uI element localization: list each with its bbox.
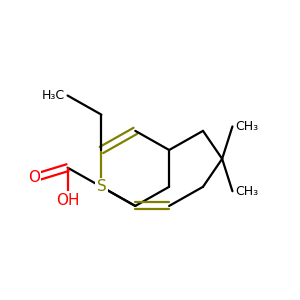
Text: CH₃: CH₃	[236, 120, 259, 133]
Text: H₃C: H₃C	[41, 89, 64, 102]
Text: OH: OH	[56, 193, 79, 208]
Text: S: S	[97, 179, 106, 194]
Text: O: O	[28, 170, 40, 185]
Text: CH₃: CH₃	[236, 185, 259, 198]
